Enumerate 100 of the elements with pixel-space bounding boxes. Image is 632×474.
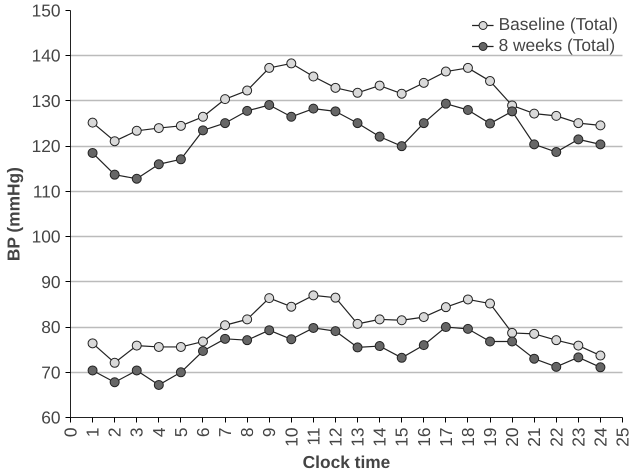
point <box>110 377 120 388</box>
point <box>485 336 496 347</box>
legend-label: Baseline (Total) <box>498 14 618 35</box>
point <box>595 120 606 130</box>
x-tick-label: 18 <box>458 427 478 447</box>
point <box>462 294 473 304</box>
point <box>551 110 562 121</box>
point <box>242 314 252 324</box>
point <box>529 139 540 150</box>
point <box>396 352 407 363</box>
point <box>220 334 230 344</box>
point <box>176 154 186 164</box>
point <box>220 94 230 104</box>
x-tick-label: 0 <box>60 427 80 438</box>
point <box>551 147 562 158</box>
point <box>396 315 407 326</box>
point <box>573 352 584 362</box>
y-tick-label: 140 <box>32 46 61 66</box>
x-tick-label: 4 <box>148 427 169 438</box>
x-tick-label: 16 <box>414 427 434 447</box>
point <box>176 367 186 378</box>
point <box>374 314 385 324</box>
point <box>220 118 230 128</box>
point <box>418 312 429 322</box>
point <box>264 100 274 110</box>
point <box>286 58 296 68</box>
point <box>110 358 120 368</box>
x-tick-label: 25 <box>612 427 632 447</box>
point <box>418 340 429 350</box>
point <box>264 293 274 304</box>
point <box>308 72 318 82</box>
y-tick-label: 130 <box>32 90 61 111</box>
point <box>595 362 606 372</box>
point <box>88 338 98 348</box>
point <box>551 362 562 372</box>
x-tick-label: 13 <box>348 427 368 447</box>
point <box>242 335 252 346</box>
x-tick-label: 1 <box>82 427 103 438</box>
y-tick-label: 150 <box>32 0 61 20</box>
point <box>88 365 98 376</box>
point <box>308 322 318 333</box>
point <box>374 80 385 91</box>
legend-label: 8 weeks (Total) <box>498 35 616 56</box>
point <box>330 292 340 303</box>
point <box>595 350 606 361</box>
y-tick-label: 110 <box>32 181 61 202</box>
point <box>330 106 340 116</box>
point <box>529 328 540 339</box>
point <box>573 134 584 144</box>
x-tick-label: 12 <box>325 427 346 447</box>
point <box>220 320 230 330</box>
point <box>242 86 252 96</box>
point <box>198 346 208 356</box>
point <box>154 159 164 170</box>
y-tick-label: 70 <box>41 362 61 382</box>
point <box>176 342 186 352</box>
x-tick-label: 20 <box>502 427 522 447</box>
point <box>507 336 518 347</box>
point <box>485 76 496 86</box>
y-tick-label: 120 <box>32 136 61 156</box>
point <box>110 170 120 180</box>
point <box>396 141 407 152</box>
x-tick-label: 8 <box>237 427 258 438</box>
point <box>485 118 496 129</box>
point <box>462 62 473 73</box>
point <box>462 324 473 334</box>
point <box>330 326 340 336</box>
x-tick-label: 5 <box>170 427 191 438</box>
point <box>573 340 584 351</box>
point <box>529 354 540 364</box>
point <box>352 342 363 352</box>
x-tick-label: 7 <box>215 427 236 438</box>
point <box>507 328 518 338</box>
point <box>132 365 142 376</box>
point <box>551 335 562 346</box>
point <box>396 88 407 99</box>
x-tick-label: 19 <box>480 427 500 447</box>
point <box>88 148 98 158</box>
point <box>308 104 318 114</box>
point <box>198 125 208 136</box>
x-tick-label: 22 <box>546 427 566 447</box>
point <box>418 78 429 88</box>
y-tick-label: 60 <box>41 408 61 428</box>
point <box>440 302 451 312</box>
point <box>198 336 208 347</box>
point <box>352 88 363 98</box>
point <box>440 322 451 332</box>
x-tick-label: 17 <box>436 427 456 447</box>
point <box>286 112 296 122</box>
point <box>176 120 186 131</box>
point <box>507 106 518 116</box>
point <box>132 126 142 136</box>
point <box>132 174 142 184</box>
x-tick-label: 3 <box>126 427 147 438</box>
x-tick-label: 11 <box>303 427 324 446</box>
point <box>132 340 142 351</box>
point <box>330 82 340 93</box>
point <box>595 139 606 150</box>
point <box>462 105 473 115</box>
point <box>242 106 252 116</box>
